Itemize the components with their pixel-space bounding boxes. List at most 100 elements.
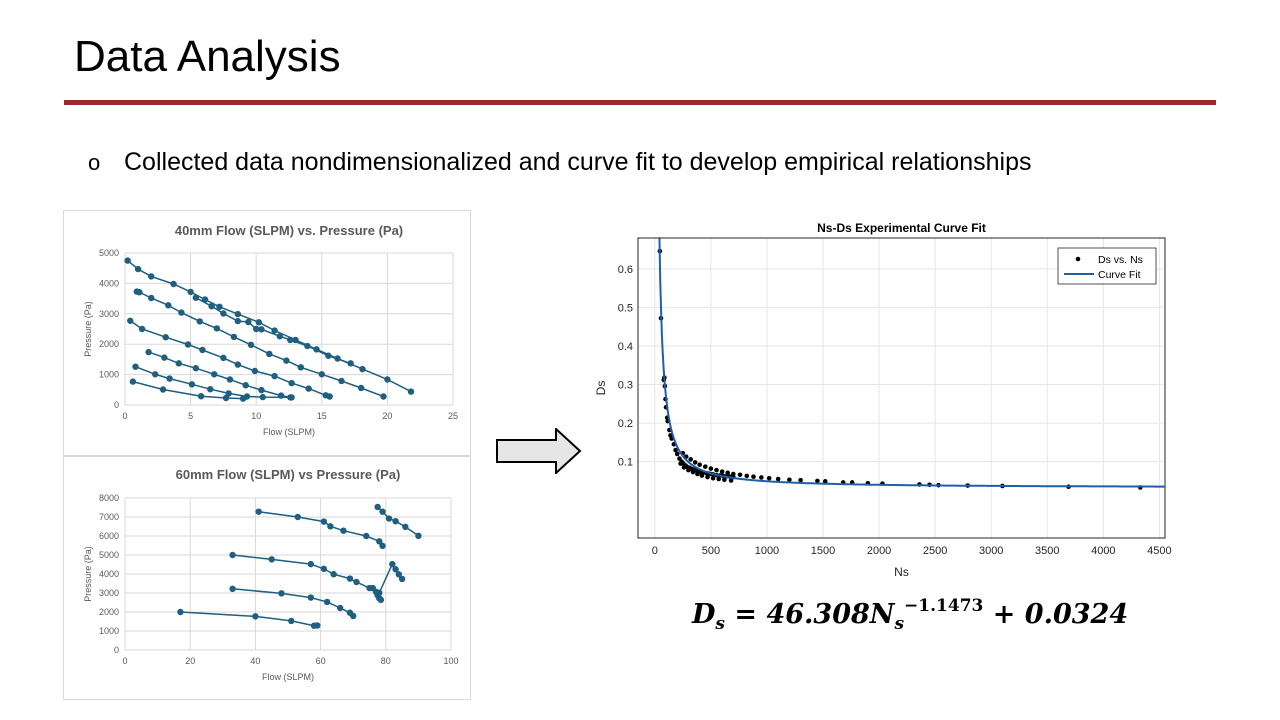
data-point: [725, 470, 731, 476]
data-point: [192, 294, 200, 301]
y-tick-label: 2000: [99, 607, 119, 617]
data-point: [211, 371, 218, 378]
x-tick-label: 15: [317, 411, 327, 421]
data-point: [159, 386, 167, 393]
legend-label-fit: Curve Fit: [1098, 269, 1141, 281]
x-tick-label: 0: [122, 656, 127, 666]
data-point: [245, 318, 252, 326]
data-point: [253, 325, 260, 333]
chart-40mm: 40mm Flow (SLPM) vs. Pressure (Pa) 0 5 10 15…: [83, 223, 458, 437]
data-point: [751, 474, 756, 479]
chart-title: Ns-Ds Experimental Curve Fit: [817, 221, 986, 235]
data-point: [389, 560, 396, 568]
data-point: [347, 360, 354, 367]
data-point: [278, 590, 285, 597]
data-point: [266, 350, 273, 358]
data-point: [276, 333, 284, 340]
data-point: [230, 333, 238, 341]
data-point: [766, 475, 772, 481]
data-point: [690, 469, 696, 475]
eq-lhs-symbol: D: [692, 599, 716, 630]
y-tick-label: 0: [114, 645, 119, 655]
data-point: [787, 477, 792, 483]
data-point: [288, 617, 295, 625]
data-point: [822, 479, 828, 484]
y-tick-label: 0.6: [618, 264, 633, 276]
data-point: [127, 317, 134, 324]
x-tick-label: 10: [251, 411, 261, 421]
y-tick-label: 8000: [99, 493, 119, 503]
y-axis-label: Ds: [594, 381, 608, 396]
x-tick-label: 3000: [979, 545, 1003, 557]
legend-box: [1057, 247, 1157, 285]
data-point: [673, 447, 678, 453]
eq-var-subscript: s: [894, 614, 905, 634]
y-tick-label: 0.1: [618, 457, 633, 469]
y-tick-label: 3000: [99, 309, 119, 319]
data-point: [350, 612, 357, 620]
data-point: [268, 556, 275, 563]
x-tick-label: 20: [382, 411, 392, 421]
data-point: [242, 382, 249, 389]
data-point: [705, 474, 710, 480]
x-tick-label: 40: [250, 656, 260, 666]
data-point: [327, 523, 334, 530]
data-point: [336, 604, 344, 612]
y-tick-label: 1000: [99, 370, 119, 380]
data-point: [686, 467, 691, 473]
series-line-5: [148, 351, 291, 399]
data-point: [385, 515, 393, 522]
data-point: [304, 342, 311, 350]
y-tick-label: 5000: [99, 248, 119, 258]
data-point: [305, 385, 312, 392]
y-tick-label: 0.2: [618, 418, 633, 430]
data-point: [353, 578, 360, 586]
data-point: [297, 364, 305, 371]
data-point: [392, 517, 399, 525]
data-point: [722, 477, 727, 483]
data-point: [197, 392, 205, 400]
data-point: [129, 378, 137, 385]
data-point: [252, 613, 259, 620]
chart-60mm: 60mm Flow (SLPM) vs Pressure (Pa) 0 20 40 60…: [83, 467, 459, 682]
data-point: [162, 334, 169, 341]
x-axis-label: Flow (SLPM): [262, 672, 314, 682]
data-point: [234, 317, 242, 325]
data-point: [307, 594, 315, 601]
data-point: [258, 326, 265, 333]
y-tick-label: 5000: [99, 550, 119, 560]
legend-marker-points: [1075, 256, 1081, 262]
plot-area: [638, 238, 1165, 538]
data-point: [213, 325, 221, 332]
x-tick-label: 0: [652, 545, 658, 557]
x-axis-label: Flow (SLPM): [263, 427, 315, 437]
data-point: [287, 336, 294, 344]
eq-equals: =: [734, 599, 758, 630]
data-point: [177, 608, 184, 616]
data-point: [134, 265, 142, 273]
data-point: [166, 375, 173, 382]
data-point: [124, 257, 131, 264]
y-tick-label: 4000: [99, 569, 119, 579]
x-tick-label: 4000: [1091, 545, 1115, 557]
data-point: [674, 451, 680, 457]
data-point: [719, 469, 725, 474]
data-point: [271, 327, 278, 334]
data-point: [798, 477, 803, 483]
data-point: [320, 518, 328, 525]
data-point: [737, 472, 743, 478]
data-point: [234, 361, 242, 368]
data-point: [170, 280, 177, 288]
chart-ns-ds: Ns-Ds Experimental Curve Fit 0 500 1000 1500…: [594, 221, 1172, 579]
data-point: [258, 386, 265, 394]
data-point: [318, 371, 325, 378]
data-point: [325, 352, 332, 359]
data-point: [374, 503, 381, 511]
data-point: [815, 478, 820, 484]
data-point: [207, 385, 214, 393]
data-point: [392, 566, 399, 573]
data-point: [697, 462, 702, 468]
data-point: [402, 523, 409, 531]
data-point: [247, 341, 255, 349]
x-tick-label: 80: [381, 656, 391, 666]
